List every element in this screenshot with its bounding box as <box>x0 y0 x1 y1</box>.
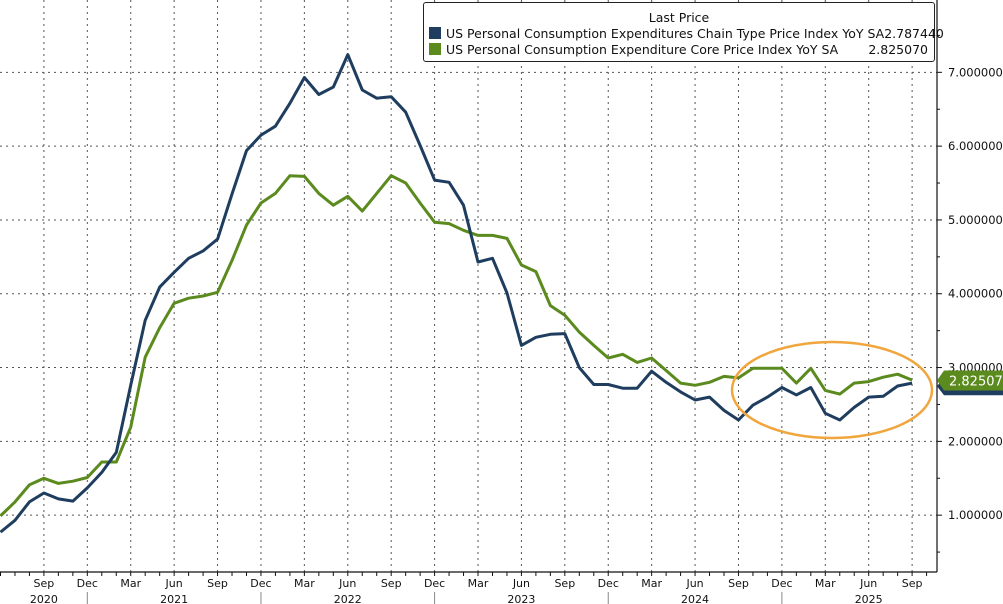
x-axis: Sep 2020 Dec Mar Jun 2021 Sep Dec Mar Jun 2022 Sep D… <box>0 571 937 604</box>
legend-label: US Personal Consumption Expenditure Core… <box>446 41 839 57</box>
x-tick-label: Mar <box>120 577 141 590</box>
x-tick-label: Dec <box>424 577 445 590</box>
x-tick-label: Dec <box>77 577 98 590</box>
legend-title: Last Price <box>648 10 710 25</box>
legend: Last Price US Personal Consumption Expen… <box>423 2 944 62</box>
headline-pce-line <box>0 53 913 534</box>
x-tick-label: Sep <box>902 577 923 590</box>
legend-swatch-core <box>429 43 441 55</box>
legend-label: US Personal Consumption Expenditures Cha… <box>446 25 885 41</box>
x-tick-label: Mar <box>294 577 315 590</box>
annotation-ellipse <box>730 340 934 440</box>
x-tick-label: Sep <box>554 577 575 590</box>
y-tick-label: 6.000000 <box>948 139 1003 153</box>
x-tick-label: Mar <box>641 577 662 590</box>
x-tick-label: Sep <box>207 577 228 590</box>
highlight-ellipse <box>730 340 934 440</box>
y-tick-label: 2.000000 <box>948 434 1003 448</box>
x-year-label: 2020 <box>30 593 58 604</box>
legend-value: 2.787440 <box>884 25 944 41</box>
y-tick-label: 4.000000 <box>948 287 1003 301</box>
y-tick-label: 5.000000 <box>948 213 1003 227</box>
legend-swatch-headline <box>429 27 441 39</box>
x-tick-label: Dec <box>250 577 271 590</box>
x-year-label: 2021 <box>160 593 188 604</box>
x-tick-label: Jun <box>338 577 356 590</box>
core-pce-line <box>0 174 913 517</box>
gridlines <box>0 0 937 572</box>
x-year-label: 2022 <box>334 593 362 604</box>
x-tick-label: Sep <box>381 577 402 590</box>
x-tick-label: Mar <box>468 577 489 590</box>
last-price-tag-core <box>937 370 1003 391</box>
y-axis: 1.0000002.0000003.0000004.0000005.000000… <box>936 0 1003 572</box>
x-tick-label: Dec <box>771 577 792 590</box>
x-year-label: 2025 <box>855 593 883 604</box>
x-tick-label: Mar <box>815 577 836 590</box>
legend-entry-headline: US Personal Consumption Expenditures Cha… <box>424 25 944 41</box>
x-tick-label: Dec <box>598 577 619 590</box>
series-lines <box>0 53 913 534</box>
last-price-tags: 2.825070 <box>937 370 1003 396</box>
x-tick-label: Sep <box>728 577 749 590</box>
x-tick-label: Sep <box>34 577 55 590</box>
last-price-tag-label: 2.825070 <box>949 374 1003 389</box>
x-tick-label: Jun <box>685 577 703 590</box>
legend-entry-core: US Personal Consumption Expenditure Core… <box>424 41 934 57</box>
x-year-label: 2024 <box>681 593 709 604</box>
y-tick-label: 7.000000 <box>948 65 1003 79</box>
legend-value: 2.825070 <box>868 41 928 57</box>
x-tick-label: Jun <box>165 577 183 590</box>
x-tick-label: Jun <box>859 577 877 590</box>
y-tick-label: 1.000000 <box>948 508 1003 522</box>
x-tick-label: Jun <box>512 577 530 590</box>
x-year-label: 2023 <box>507 593 535 604</box>
